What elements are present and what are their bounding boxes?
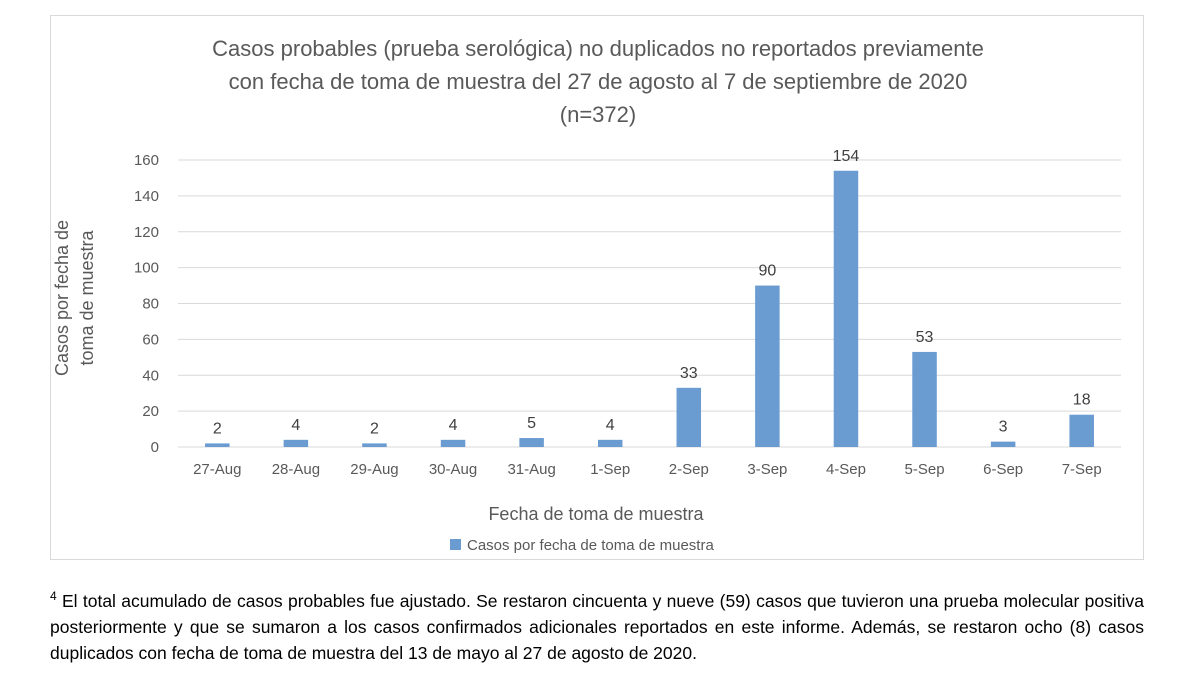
bar	[990, 441, 1016, 447]
data-label: 90	[758, 263, 776, 280]
bar	[1069, 414, 1094, 447]
bar	[755, 285, 780, 447]
footnote: 4 El total acumulado de casos probables …	[50, 588, 1144, 666]
footnote-text: El total acumulado de casos probables fu…	[50, 591, 1144, 663]
gridlines	[178, 159, 1121, 448]
y-axis-title-line: toma de muestra	[77, 229, 97, 365]
x-tick-label: 28-Aug	[272, 461, 320, 478]
x-tick-label: 30-Aug	[429, 461, 477, 478]
bars	[205, 170, 1094, 447]
x-tick-label: 6-Sep	[983, 461, 1023, 478]
bar-chart: Casos probables (prueba serológica) no d…	[52, 36, 1121, 554]
y-tick-label: 120	[134, 224, 159, 241]
chart-title-line: con fecha de toma de muestra del 27 de a…	[229, 69, 968, 94]
x-tick-label: 2-Sep	[669, 461, 709, 478]
y-tick-label: 20	[142, 403, 159, 420]
y-tick-label: 100	[134, 260, 159, 277]
y-tick-label: 60	[142, 331, 159, 348]
y-tick-label: 80	[142, 296, 159, 313]
data-label: 2	[370, 420, 379, 437]
bar	[676, 387, 702, 447]
data-label: 18	[1073, 392, 1091, 409]
legend-label: Casos por fecha de toma de muestra	[467, 537, 714, 554]
y-tick-label: 40	[142, 367, 159, 384]
data-label: 154	[833, 148, 860, 165]
x-tick-label: 4-Sep	[826, 461, 866, 478]
data-label: 4	[606, 417, 615, 434]
chart-title: Casos probables (prueba serológica) no d…	[212, 36, 984, 127]
bar	[597, 439, 623, 447]
data-label: 4	[291, 417, 300, 434]
y-tick-label: 160	[134, 152, 159, 169]
x-tick-label: 1-Sep	[590, 461, 630, 478]
bar	[833, 170, 859, 447]
bar	[440, 439, 466, 447]
bar	[912, 351, 937, 447]
y-axis-ticks: 0 20 40 60 80 100 120 140 160	[134, 152, 159, 456]
data-label: 53	[916, 329, 934, 346]
data-label: 2	[213, 420, 222, 437]
y-tick-label: 140	[134, 188, 159, 205]
x-tick-label: 3-Sep	[747, 461, 787, 478]
data-label: 33	[680, 365, 698, 382]
legend: Casos por fecha de toma de muestra	[450, 537, 714, 554]
bar	[519, 438, 544, 447]
x-tick-label: 31-Aug	[507, 461, 555, 478]
y-tick-label: 0	[151, 439, 159, 456]
x-tick-label: 29-Aug	[350, 461, 398, 478]
x-axis-ticks: 27-Aug 28-Aug 29-Aug 30-Aug 31-Aug 1-Sep 2-Sep…	[193, 461, 1102, 478]
y-axis-title-line: Casos por fecha de	[52, 220, 72, 376]
chart-title-line: Casos probables (prueba serológica) no d…	[212, 36, 984, 61]
data-label: 4	[449, 417, 458, 434]
chart-title-line: (n=372)	[560, 102, 636, 127]
x-tick-label: 5-Sep	[905, 461, 945, 478]
chart-frame: Casos probables (prueba serológica) no d…	[50, 15, 1144, 560]
bar	[283, 439, 309, 447]
bar	[362, 443, 387, 447]
bar	[205, 443, 230, 447]
footnote-marker: 4	[50, 589, 57, 604]
y-axis-title: Casos por fecha de toma de muestra	[52, 220, 97, 376]
legend-swatch	[450, 539, 461, 550]
x-tick-label: 7-Sep	[1062, 461, 1102, 478]
data-labels: 2 4 2 4 5 4 33 90 154 53 3 18	[213, 148, 1091, 438]
data-label: 3	[999, 419, 1008, 436]
x-tick-label: 27-Aug	[193, 461, 241, 478]
x-axis-title: Fecha de toma de muestra	[488, 504, 704, 524]
data-label: 5	[527, 415, 536, 432]
